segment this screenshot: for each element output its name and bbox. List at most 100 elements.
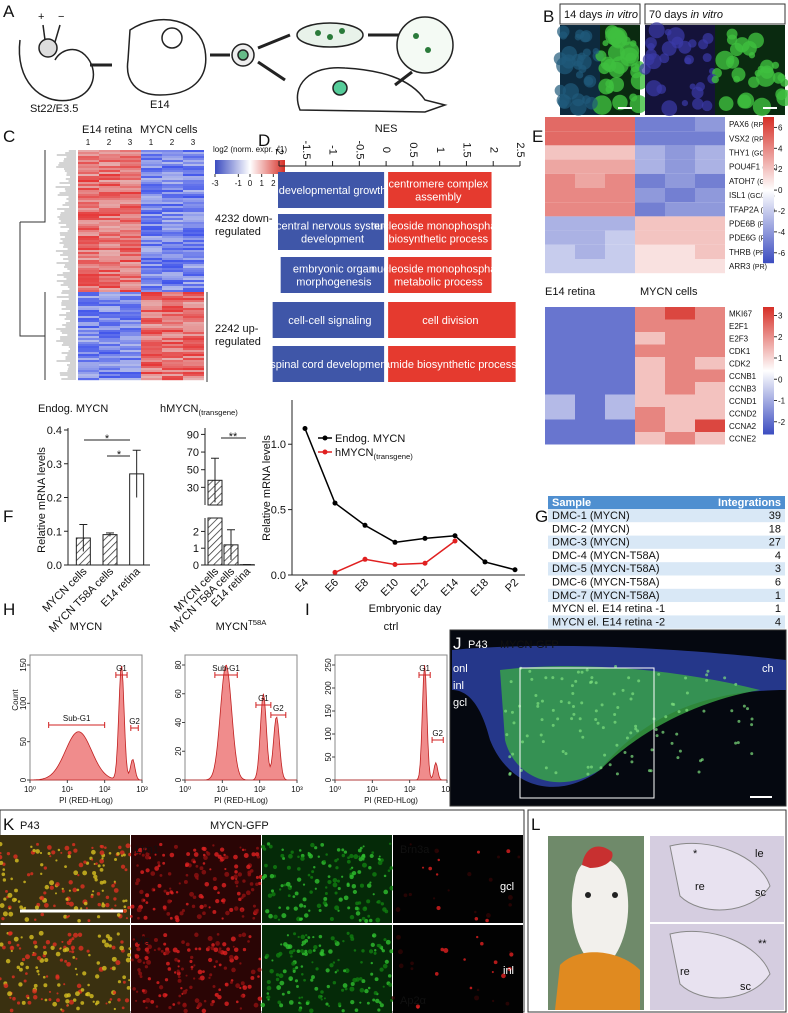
cell-cluster	[733, 75, 741, 83]
stain	[152, 907, 156, 911]
stain	[239, 986, 242, 990]
stain	[0, 851, 2, 855]
series-point	[452, 533, 458, 539]
stain	[6, 852, 11, 856]
stain	[361, 916, 366, 921]
stain	[18, 947, 22, 950]
heatmap-cell	[120, 196, 141, 199]
heatmap-cell	[120, 270, 141, 273]
colorbar-label: 2	[778, 165, 783, 174]
stain	[47, 845, 52, 850]
stain	[234, 906, 239, 911]
heatmap-cell	[183, 294, 204, 297]
term-label: metabolic process	[394, 277, 483, 289]
stain	[212, 985, 216, 989]
stain	[330, 936, 335, 941]
heatmap-cell	[141, 172, 162, 175]
heatmap-cell	[162, 276, 183, 279]
heatmap-cell	[120, 300, 141, 303]
stain	[104, 846, 107, 849]
stain	[308, 909, 311, 912]
heatmap-cell	[120, 188, 141, 191]
panel-letter: F	[3, 507, 13, 526]
heatmap-cell	[695, 344, 725, 357]
heatmap-cell	[120, 306, 141, 309]
stain	[94, 1002, 98, 1006]
stain	[194, 932, 199, 937]
heatmap-cell	[162, 300, 183, 303]
heatmap-cell	[183, 372, 204, 375]
stain	[233, 854, 238, 860]
heatmap-cell	[120, 160, 141, 163]
stain	[336, 858, 340, 861]
heatmap-cell	[78, 276, 99, 279]
heatmap-cell	[162, 246, 183, 249]
stain	[224, 867, 227, 871]
heatmap-cell	[141, 170, 162, 173]
heatmap-cell	[99, 184, 120, 187]
stain	[337, 958, 340, 962]
heatmap-cell	[78, 262, 99, 265]
heatmap-cell	[120, 262, 141, 265]
stain	[11, 897, 17, 903]
table-row	[548, 588, 785, 603]
heatmap-cell	[162, 298, 183, 301]
stain	[312, 935, 315, 939]
stain	[207, 936, 213, 942]
heatmap-cell	[141, 160, 162, 163]
heatmap-cell	[78, 280, 99, 283]
heatmap-cell	[605, 159, 635, 174]
cell-cluster	[620, 47, 640, 67]
x-tick-label: 10⁰	[179, 785, 191, 794]
heatmap-cell	[141, 176, 162, 179]
table-cell: DMC-3 (MYCN)	[552, 537, 630, 549]
heatmap-cell	[141, 356, 162, 359]
stain	[493, 960, 498, 965]
gene: ARR3	[729, 262, 751, 271]
panel-letter: H	[3, 600, 15, 619]
heatmap-cell	[162, 338, 183, 341]
heatmap-cell	[120, 200, 141, 203]
stain	[283, 883, 287, 887]
stain	[474, 995, 480, 1001]
stain	[80, 1001, 85, 1005]
stain	[338, 897, 343, 902]
heatmap-cell	[78, 236, 99, 239]
heatmap-cell	[183, 304, 204, 307]
heatmap-cell	[665, 131, 695, 146]
stain	[138, 971, 143, 976]
stain	[378, 1001, 382, 1004]
heatmap-cell	[162, 350, 183, 353]
gfp-cell	[657, 672, 661, 676]
stain	[120, 854, 124, 857]
stain	[437, 858, 441, 862]
stain	[49, 885, 54, 890]
stain	[388, 982, 393, 987]
heatmap-cell	[605, 259, 635, 274]
stain	[99, 850, 105, 856]
stain	[228, 954, 234, 960]
heatmap-cell	[99, 190, 120, 193]
heatmap-cell	[99, 306, 120, 309]
colorbar-label: -3	[211, 179, 219, 188]
stain	[101, 889, 104, 892]
gene-label: MKI67	[729, 309, 753, 318]
heatmap-cell	[120, 316, 141, 319]
stain	[485, 918, 489, 923]
heatmap-cell	[665, 407, 695, 420]
heatmap-cell	[78, 198, 99, 201]
stain	[269, 874, 275, 879]
cell-cluster	[752, 97, 772, 116]
stain	[264, 863, 268, 868]
stain	[80, 988, 85, 992]
section-label: le	[755, 848, 764, 860]
heatmap-cell	[141, 358, 162, 361]
heatmap-cell	[183, 240, 204, 243]
stain	[212, 844, 215, 847]
heatmap-cell	[162, 306, 183, 309]
heatmap-cell	[78, 362, 99, 365]
cell-cluster	[776, 89, 788, 107]
heatmap-cell	[635, 407, 665, 420]
term-label: morphogenesis	[296, 277, 372, 289]
stain	[119, 850, 125, 855]
